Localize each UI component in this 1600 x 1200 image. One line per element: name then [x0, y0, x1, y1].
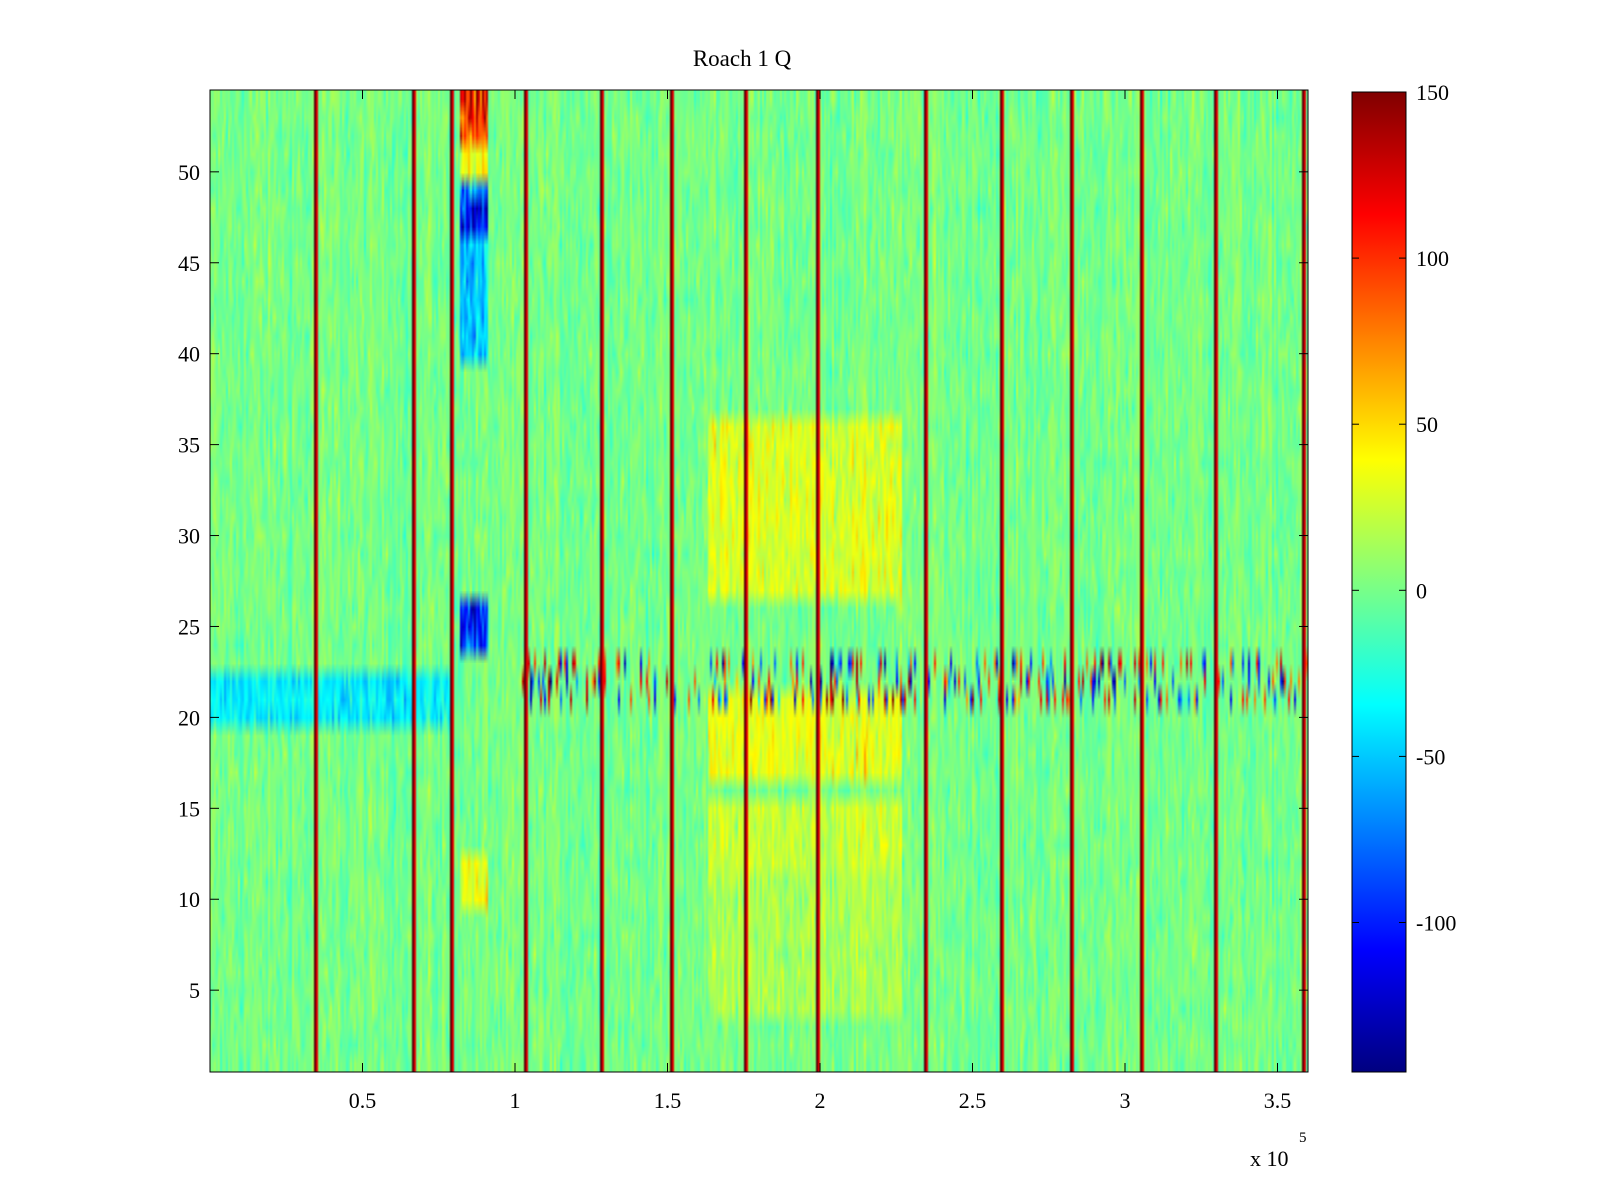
- colorbar-tick-label-0: 150: [1416, 80, 1449, 105]
- y-axis: 5 10 15 20 25 30 35 40 45 50: [178, 160, 1308, 1003]
- plot-frame: [209, 89, 1309, 1073]
- chart-title: Roach 1 Q: [693, 46, 792, 71]
- colorbar-frame: [1351, 91, 1407, 1073]
- heatmap-plot-area: 0.5 1 1.5 2 2.5 3 3.5 5 10 15 20 25 30 35 40 45 50 x 10…: [178, 89, 1309, 1171]
- y-tick-label-9: 50: [178, 160, 200, 185]
- y-tick-label-0: 5: [189, 978, 200, 1003]
- y-tick-label-6: 35: [178, 433, 200, 458]
- colorbar-tick-label-3: 0: [1416, 578, 1427, 603]
- x-tick-label-5: 3: [1120, 1088, 1131, 1113]
- x-axis-multiplier-base: x 10: [1250, 1146, 1289, 1171]
- x-axis-multiplier-exponent: 5: [1299, 1130, 1307, 1146]
- x-axis: 0.5 1 1.5 2 2.5 3 3.5: [349, 90, 1292, 1113]
- x-tick-label-4: 2.5: [959, 1088, 987, 1113]
- y-tick-label-1: 10: [178, 887, 200, 912]
- colorbar-gradient: [1352, 92, 1406, 1072]
- x-tick-label-2: 1.5: [654, 1088, 682, 1113]
- colorbar-tick-label-5: -100: [1416, 911, 1456, 936]
- y-tick-label-8: 45: [178, 251, 200, 276]
- x-tick-label-0: 0.5: [349, 1088, 377, 1113]
- colorbar-tick-label-2: 50: [1416, 412, 1438, 437]
- x-tick-label-1: 1: [510, 1088, 521, 1113]
- colorbar: 150 100 50 0 -50 -100: [1351, 80, 1456, 1073]
- colorbar-ticks: 150 100 50 0 -50 -100: [1352, 80, 1456, 936]
- y-tick-label-3: 20: [178, 705, 200, 730]
- x-tick-label-3: 2: [815, 1088, 826, 1113]
- y-tick-label-5: 30: [178, 524, 200, 549]
- x-tick-label-6: 3.5: [1264, 1088, 1292, 1113]
- heatmap-image: [210, 90, 1308, 1072]
- colorbar-tick-label-1: 100: [1416, 246, 1449, 271]
- colorbar-tick-label-4: -50: [1416, 744, 1445, 769]
- y-tick-label-2: 15: [178, 796, 200, 821]
- y-tick-label-4: 25: [178, 614, 200, 639]
- y-tick-label-7: 40: [178, 342, 200, 367]
- x-axis-multiplier: x 10 5: [1250, 1130, 1307, 1171]
